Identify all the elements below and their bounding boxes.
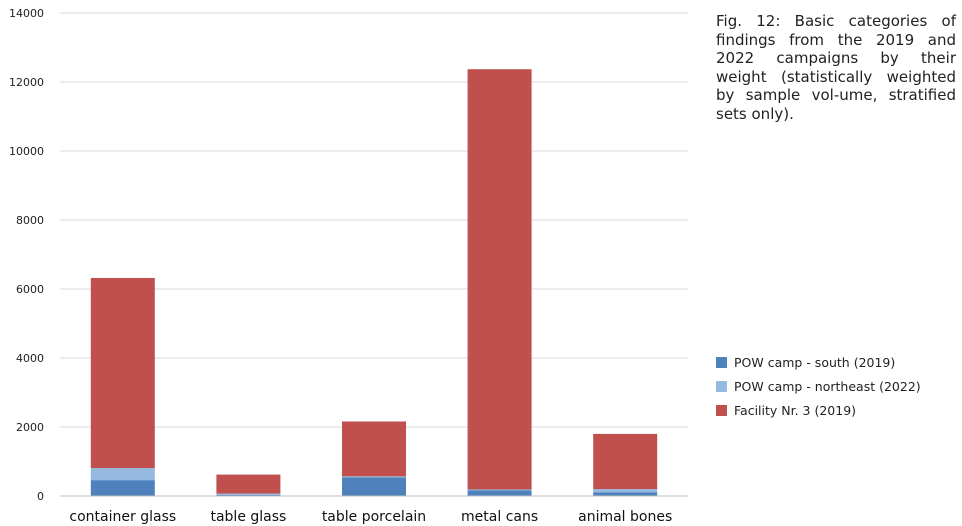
bar-segment-1 [90,480,155,496]
figure-caption: Fig. 12: Basic categories of findings fr… [716,12,956,123]
legend-swatch [716,380,727,392]
legend-swatch [716,356,727,368]
legend-item: POW camp - northeast (2022) [716,376,921,396]
legend-label: Facility Nr. 3 (2019) [734,402,857,418]
bar-segment-3 [216,474,281,494]
y-tick-label: 8000 [16,214,44,227]
bar-segment-3 [90,277,155,469]
legend-swatch [716,404,727,416]
x-category-label: table glass [210,509,286,525]
bar-segment-3 [467,69,532,490]
bar-segment-2 [593,489,658,493]
bar-segment-2 [90,468,155,481]
gridlines [60,12,688,428]
y-tick-label: 4000 [16,352,44,365]
x-category-label: animal bones [578,509,672,525]
bar-segment-1 [342,477,406,496]
bar-segment-2 [467,489,532,491]
legend-item: POW camp - south (2019) [716,352,921,372]
y-tick-label: 2000 [16,421,44,434]
bar-segment-2 [216,493,281,495]
y-tick-label: 6000 [16,283,44,296]
legend-label: POW camp - northeast (2022) [734,378,921,394]
x-category-label: table porcelain [322,509,426,525]
y-tick-label: 12000 [9,76,44,89]
bar-segment-2 [342,476,406,478]
x-axis-category-labels: container glass table glass table porcelai… [69,509,672,525]
bars [90,69,658,496]
y-axis-tick-labels: 0 2000 4000 6000 8000 10000 12000 14000 [9,7,44,503]
y-tick-label: 14000 [9,7,44,20]
bar-segment-3 [593,433,658,490]
legend-label: POW camp - south (2019) [734,354,896,370]
y-tick-label: 0 [37,490,44,503]
bar-segment-1 [216,494,281,496]
x-category-label: metal cans [461,509,538,525]
legend-item: Facility Nr. 3 (2019) [716,400,921,420]
bar-segment-1 [467,490,532,496]
y-tick-label: 10000 [9,145,44,158]
legend: POW camp - south (2019) POW camp - northe… [716,352,921,424]
bar-segment-1 [593,492,658,496]
bar-segment-3 [342,421,406,477]
x-category-label: container glass [69,509,176,525]
